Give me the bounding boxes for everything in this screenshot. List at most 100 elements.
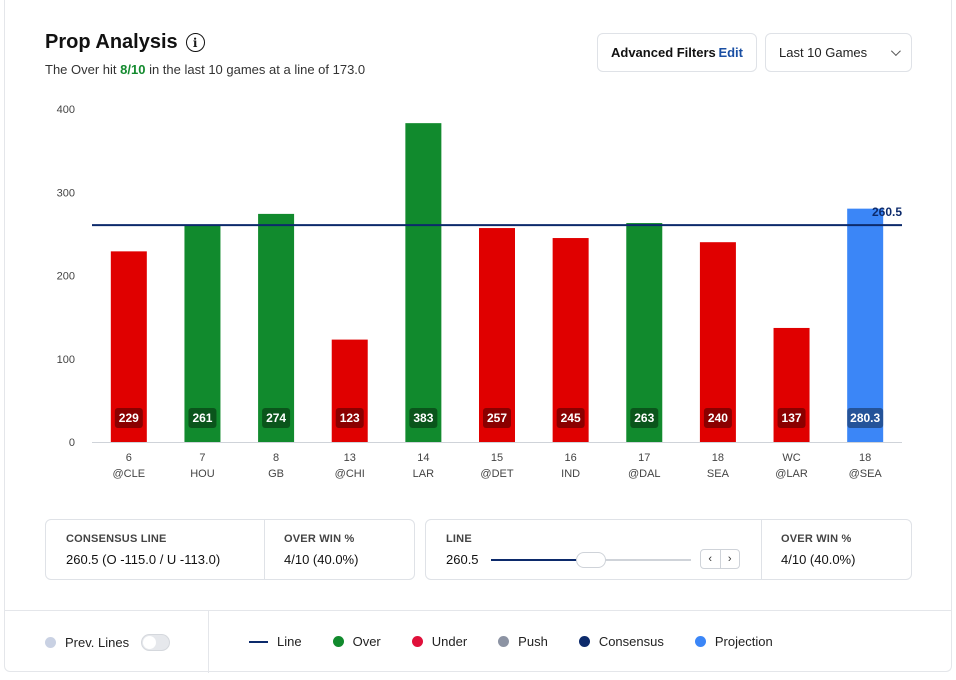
data-label-bg [188,408,217,428]
line-label: LINE [446,533,472,545]
chevron-down-icon [890,46,901,57]
prop-bar-chart: 0 100 200 300 400 229 6 @CLE 261 7 HOU 274 8 GB 123 13 @… [57,104,903,480]
data-label-bg [114,408,143,428]
under-dot [411,636,423,647]
bar [699,242,736,442]
data-label: 383 [413,411,433,425]
subtitle-hit-rate: 8/10 [120,62,146,77]
consensus-line-cell: CONSENSUS LINE 260.5 (O -115.0 / U -113.… [46,520,264,579]
legend-item-under: Under [411,634,468,649]
consensus-line-label: CONSENSUS LINE [66,533,167,545]
line-cell: LINE 260.5 ‹ › [426,520,761,579]
line-control-box: LINE 260.5 ‹ › OVER WIN % 4/10 (40.0%) [425,519,912,580]
y-tick-label: 300 [57,187,75,199]
data-label-bg [777,408,806,428]
bar [331,339,368,442]
legend-label: Line [277,634,302,649]
consensus-line-value: 260.5 (O -115.0 / U -113.0) [66,552,221,567]
prev-lines-dot [45,637,56,648]
x-tick-opponent: @CLE [113,468,146,480]
legend-item-line: Line [249,634,302,649]
bar [552,238,589,442]
games-range-select[interactable]: Last 10 Games [765,33,912,72]
x-tick-opponent: @DAL [628,468,661,480]
divider [761,520,762,579]
x-tick-week: WC [782,452,800,464]
x-tick-week: 18 [859,452,871,464]
legend: Line Over Under Push Consensus Projectio… [249,634,804,649]
line-win-label: OVER WIN % [781,533,852,545]
data-label-bg [703,408,732,428]
bar [258,213,295,442]
data-label: 274 [266,411,286,425]
advanced-filters-button[interactable]: Advanced Filters Edit [597,33,757,72]
bar [479,228,515,442]
data-label: 261 [192,411,212,425]
divider [208,611,209,673]
data-label-bg [483,408,511,428]
line-win-value: 4/10 (40.0%) [781,552,856,567]
x-tick-week: 17 [638,452,650,464]
line-value: 260.5 [446,552,479,567]
divider [264,520,265,579]
x-tick-opponent: IND [561,468,580,480]
legend-label: Push [518,634,548,649]
y-tick-label: 200 [57,271,75,283]
legend-label: Projection [714,634,773,649]
x-tick-opponent: @DET [480,468,513,480]
legend-label: Under [431,634,468,649]
data-label: 229 [119,411,139,425]
projection-dot [694,636,706,647]
prev-lines-label: Prev. Lines [65,635,130,650]
data-label: 280.3 [850,411,880,425]
data-label-bg [630,408,659,428]
data-label: 240 [708,411,728,425]
legend-bar: Prev. Lines Line Over Under Push Consens… [4,610,952,673]
bar [847,208,884,442]
x-tick-opponent: LAR [413,468,434,480]
bar [405,123,442,442]
info-icon[interactable]: i [185,33,205,52]
y-tick-label: 0 [69,437,75,449]
line-slider-fill [491,559,591,561]
page-title: Prop Analysis [45,31,178,53]
line-slider-thumb[interactable] [576,552,606,568]
prop-line-label: 260.5 [872,205,902,219]
subtitle-suffix: in the last 10 games at a line of 173.0 [145,62,366,77]
over-dot [332,636,344,647]
subtitle: The Over hit 8/10 in the last 10 games a… [45,62,365,77]
edit-filters-link[interactable]: Edit [718,45,743,60]
consensus-win-cell: OVER WIN % 4/10 (40.0%) [264,520,358,579]
data-label: 123 [340,411,360,425]
prev-lines-toggle[interactable] [141,634,171,651]
legend-item-projection: Projection [694,634,773,649]
data-label: 257 [487,411,507,425]
x-tick-week: 6 [126,452,132,464]
subtitle-prefix: The Over hit [45,62,121,77]
x-tick-week: 18 [712,452,724,464]
data-label-bg [847,408,884,428]
x-tick-week: 7 [199,452,205,464]
consensus-dot [578,636,590,647]
x-tick-opponent: SEA [707,468,730,480]
chevron-left-icon[interactable]: ‹ [708,553,713,565]
data-label: 245 [561,411,581,425]
line-slider[interactable] [491,552,691,568]
line-win-cell: OVER WIN % 4/10 (40.0%) [761,520,855,579]
y-tick-label: 400 [57,104,75,116]
x-tick-week: 13 [344,452,356,464]
advanced-filters-label: Advanced Filters [611,45,716,60]
data-label-bg [556,408,585,428]
x-tick-opponent: GB [268,468,284,480]
chevron-right-icon[interactable]: › [719,550,740,568]
games-range-value: Last 10 Games [779,45,868,60]
consensus-win-label: OVER WIN % [284,533,355,545]
bar [110,251,147,442]
legend-item-push: Push [498,634,548,649]
legend-label: Over [352,634,381,649]
legend-item-consensus: Consensus [578,634,664,649]
consensus-win-value: 4/10 (40.0%) [284,552,359,567]
prev-lines-toggle-group: Prev. Lines [45,634,171,651]
x-tick-opponent: @SEA [849,468,883,480]
bar [184,224,221,442]
